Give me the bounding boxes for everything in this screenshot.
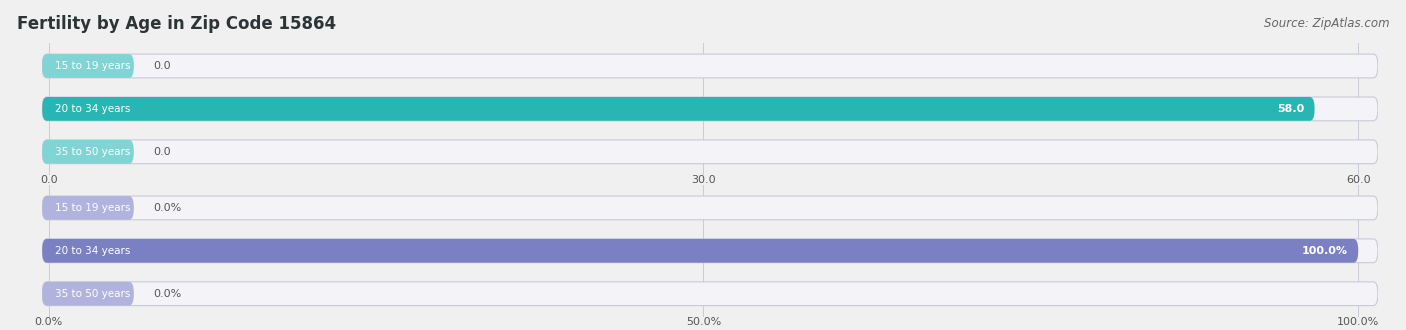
Text: 50.0%: 50.0% — [686, 317, 721, 327]
Text: 20 to 34 years: 20 to 34 years — [55, 246, 131, 256]
Text: 35 to 50 years: 35 to 50 years — [55, 147, 131, 157]
FancyBboxPatch shape — [42, 282, 1378, 306]
Text: 0.0%: 0.0% — [153, 289, 181, 299]
Text: 0.0: 0.0 — [39, 175, 58, 185]
FancyBboxPatch shape — [42, 140, 134, 164]
FancyBboxPatch shape — [42, 97, 1315, 121]
Text: 0.0%: 0.0% — [35, 317, 63, 327]
Text: 100.0%: 100.0% — [1302, 246, 1348, 256]
Text: 30.0: 30.0 — [692, 175, 716, 185]
Text: 100.0%: 100.0% — [1337, 317, 1379, 327]
Text: 58.0: 58.0 — [1277, 104, 1305, 114]
FancyBboxPatch shape — [42, 140, 1378, 164]
Text: Source: ZipAtlas.com: Source: ZipAtlas.com — [1264, 17, 1389, 30]
Text: 0.0: 0.0 — [153, 61, 172, 71]
Text: 0.0: 0.0 — [153, 147, 172, 157]
FancyBboxPatch shape — [42, 239, 1378, 263]
Text: 60.0: 60.0 — [1346, 175, 1371, 185]
FancyBboxPatch shape — [42, 196, 134, 220]
FancyBboxPatch shape — [42, 54, 1378, 78]
Text: 35 to 50 years: 35 to 50 years — [55, 289, 131, 299]
Text: Fertility by Age in Zip Code 15864: Fertility by Age in Zip Code 15864 — [17, 15, 336, 33]
Text: 15 to 19 years: 15 to 19 years — [55, 203, 131, 213]
Text: 20 to 34 years: 20 to 34 years — [55, 104, 131, 114]
Text: 15 to 19 years: 15 to 19 years — [55, 61, 131, 71]
Text: 0.0%: 0.0% — [153, 203, 181, 213]
FancyBboxPatch shape — [42, 196, 1378, 220]
FancyBboxPatch shape — [42, 97, 1378, 121]
FancyBboxPatch shape — [42, 282, 134, 306]
FancyBboxPatch shape — [42, 239, 1358, 263]
FancyBboxPatch shape — [42, 54, 134, 78]
